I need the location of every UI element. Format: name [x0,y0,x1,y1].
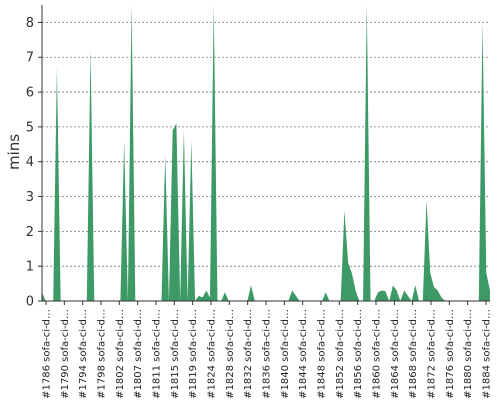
area-series [42,5,490,301]
x-tick-label: #1876 sofa-ci-d… [445,309,456,399]
y-tick-label-6: 6 [26,86,34,101]
y-tick-label-2: 2 [26,225,34,240]
x-tick-label: #1794 sofa-ci-d… [78,309,89,399]
x-tick-label: #1868 sofa-ci-d… [408,309,419,399]
x-tick-label: #1856 sofa-ci-d… [353,309,364,399]
x-tick-label: #1802 sofa-ci-d… [115,309,126,399]
x-tick-label: #1807 sofa-ci-d… [133,309,144,399]
x-tick-label: #1824 sofa-ci-d… [207,309,218,399]
y-tick-label-4: 4 [26,155,34,170]
x-tick-label: #1860 sofa-ci-d… [372,309,383,399]
x-tick-label: #1852 sofa-ci-d… [335,309,346,399]
x-tick-label: #1840 sofa-ci-d… [280,309,291,399]
x-tick-label: #1848 sofa-ci-d… [317,309,328,399]
axes [38,5,490,305]
x-tick-label: #1884 sofa-ci-d… [482,309,493,399]
y-tick-label-3: 3 [26,190,34,205]
y-tick-label-7: 7 [26,51,34,66]
x-tick-labels: #1786 sofa-ci-d… #1790 sofa-ci-d… #1794 so… [42,309,493,399]
x-tick-label: #1828 sofa-ci-d… [225,309,236,399]
y-tick-labels: 0 1 2 3 4 5 6 7 8 [26,16,34,310]
x-tick-label: #1811 sofa-ci-d… [152,309,163,399]
y-axis-title: mins [5,134,23,170]
x-tick-label: #1786 sofa-ci-d… [42,309,53,399]
x-tick-label: #1832 sofa-ci-d… [243,309,254,399]
x-tick-label: #1880 sofa-ci-d… [463,309,474,399]
y-tick-label-0: 0 [26,295,34,310]
x-tick-label: #1819 sofa-ci-d… [188,309,199,399]
y-tick-label-1: 1 [26,260,34,275]
x-tick-label: #1864 sofa-ci-d… [390,309,401,399]
x-tick-label: #1798 sofa-ci-d… [97,309,108,399]
y-tick-label-8: 8 [26,16,34,31]
x-tick-label: #1872 sofa-ci-d… [427,309,438,399]
x-tick-label: #1844 sofa-ci-d… [298,309,309,399]
x-tick-label: #1790 sofa-ci-d… [60,309,71,399]
x-tick-label: #1836 sofa-ci-d… [262,309,273,399]
area-series-fill [42,5,490,301]
gridlines [42,22,490,267]
y-tick-label-5: 5 [26,120,34,135]
x-tick-label: #1815 sofa-ci-d… [170,309,181,399]
